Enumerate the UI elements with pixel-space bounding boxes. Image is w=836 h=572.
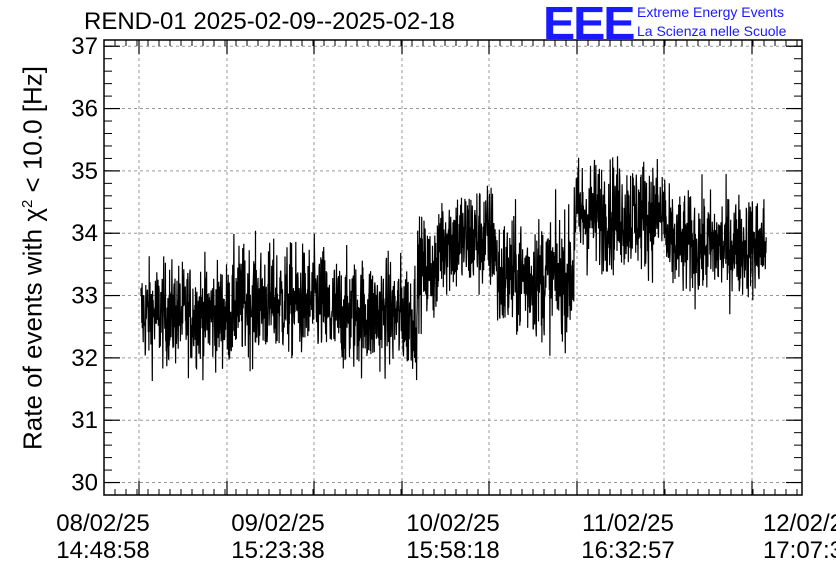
x-tick-date: 10/02/25	[406, 510, 499, 537]
logo-subtitle: Extreme Energy Events La Scienza nelle S…	[637, 3, 786, 41]
y-tick-label: 35	[71, 158, 98, 185]
x-tick-time: 15:23:38	[231, 537, 324, 564]
x-tick-time: 14:48:58	[56, 537, 149, 564]
x-tick-time: 15:58:18	[406, 537, 499, 564]
y-tick-label: 31	[71, 407, 98, 434]
chart-title: REND-01 2025-02-09--2025-02-18	[84, 8, 455, 35]
y-tick-label: 30	[71, 470, 98, 497]
y-tick-label: 34	[71, 220, 98, 247]
rate-series-line	[140, 156, 767, 382]
y-tick-label: 32	[71, 345, 98, 372]
x-tick-date: 09/02/25	[231, 510, 324, 537]
x-tick-time: 17:07:3	[763, 537, 836, 564]
x-tick-time: 16:32:57	[581, 537, 674, 564]
y-tick-label: 33	[71, 283, 98, 310]
x-tick-date: 11/02/25	[582, 510, 674, 537]
y-tick-label: 37	[71, 33, 98, 60]
logo-line-2: La Scienza nelle Scuole	[637, 23, 787, 39]
x-tick-date: 08/02/25	[56, 510, 149, 537]
logo-line-1: Extreme Energy Events	[637, 4, 785, 20]
plot-frame	[103, 39, 803, 496]
eee-logo: EEE	[543, 0, 635, 49]
x-tick-date: 12/02/2	[763, 510, 836, 537]
y-tick-label: 36	[71, 96, 98, 123]
